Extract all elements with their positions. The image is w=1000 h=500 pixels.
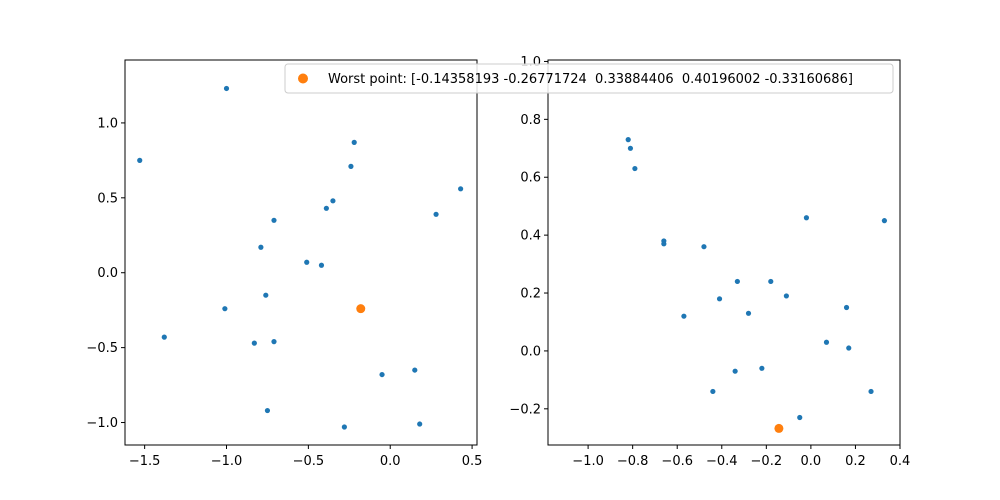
left-x-tick-label: −1.0 — [211, 454, 243, 469]
right-y-tick-label: −0.2 — [509, 402, 541, 417]
left-x-tick-label: 0.5 — [462, 454, 483, 469]
right-x-tick-label: −0.4 — [706, 454, 738, 469]
right-data-point — [625, 137, 631, 143]
left-data-point — [341, 424, 347, 430]
right-y-tick-label: 0.2 — [520, 287, 541, 302]
right-data-point — [732, 368, 738, 374]
right-data-point — [823, 339, 830, 345]
right-data-point — [797, 414, 803, 421]
right-data-point — [881, 218, 888, 224]
left-data-point — [137, 157, 143, 163]
legend-box — [284, 63, 894, 94]
left-data-point — [323, 205, 329, 211]
right-data-point — [803, 215, 810, 221]
right-data-point — [843, 304, 850, 311]
right-x-tick-label: −0.8 — [617, 454, 649, 469]
left-data-point — [379, 371, 385, 378]
right-y-tick-label: 0.6 — [520, 171, 541, 186]
left-data-point — [264, 407, 271, 414]
right-data-point — [846, 345, 852, 351]
right-x-axis: −1.0 −0.8 −0.6 −0.4 −0.2 0.0 0.2 0.4 — [572, 445, 910, 469]
right-y-axis: −0.20.00.20.40.60.81.0 — [509, 55, 548, 417]
left-data-point — [271, 339, 277, 345]
right-data-point — [701, 244, 707, 250]
left-data-point — [258, 244, 264, 250]
left-data-point — [330, 198, 336, 204]
right-x-tick-label: 0.4 — [890, 454, 911, 469]
left-data-point — [348, 163, 354, 169]
right-data-point — [632, 165, 638, 172]
left-worst-point — [356, 304, 366, 314]
right-data-point — [734, 278, 740, 285]
left-data-point — [222, 306, 228, 312]
right-data-point — [768, 278, 774, 285]
left-y-axis: −1.0 −0.5 0.0 0.5 1.0 — [86, 116, 125, 431]
legend-marker — [298, 73, 308, 84]
left-y-tick-label: 0.5 — [97, 191, 118, 206]
right-axes-frame — [547, 59, 901, 446]
left-data-point — [412, 367, 418, 373]
right-data-point — [661, 241, 667, 247]
left-data-point — [433, 211, 439, 217]
right-x-tick-label: −0.2 — [751, 454, 783, 469]
right-x-tick-label: 0.0 — [801, 454, 822, 469]
left-data-point — [318, 262, 325, 268]
right-worst-point — [774, 423, 784, 433]
left-data-point — [417, 421, 423, 427]
left-data-point — [458, 186, 464, 192]
right-data-point — [783, 293, 789, 299]
right-x-tick-label: −1.0 — [572, 454, 604, 469]
legend: Worst point: [-0.14358193 -0.26771724 0.… — [284, 63, 894, 94]
left-data-point — [251, 340, 257, 346]
legend-label: Worst point: [-0.14358193 -0.26771724 0.… — [328, 72, 853, 87]
left-axes-frame — [124, 59, 478, 446]
right-x-tick-label: 0.2 — [845, 454, 866, 469]
right-data-point — [627, 145, 634, 151]
left-y-tick-label: −0.5 — [86, 341, 118, 356]
left-x-tick-label: −1.5 — [129, 454, 161, 469]
left-y-tick-label: 1.0 — [97, 116, 118, 131]
left-x-axis: −1.5 −1.0 −0.5 0.0 0.5 — [129, 445, 483, 469]
left-data-point — [263, 292, 269, 298]
right-x-tick-label: −0.6 — [661, 454, 693, 469]
left-x-tick-label: 0.0 — [380, 454, 401, 469]
left-data-point — [271, 217, 277, 223]
right-data-point — [759, 365, 765, 371]
right-chart: −1.0 −0.8 −0.6 −0.4 −0.2 0.0 0.2 0.4 −0.2 0.0 0.2… — [509, 55, 910, 469]
left-chart: −1.5 −1.0 −0.5 0.0 0.5 −1.0 −0.5 0.0 0.5 1.0 — [86, 59, 483, 469]
right-y-tick-label: 0.4 — [520, 229, 541, 244]
left-data-point — [223, 85, 230, 92]
right-data-points — [625, 137, 888, 433]
left-y-tick-label: 0.0 — [97, 266, 118, 281]
right-y-tick-label: 0.0 — [520, 344, 541, 359]
right-data-point — [745, 310, 752, 316]
left-data-point — [304, 259, 310, 265]
left-y-tick-label: −1.0 — [86, 416, 118, 431]
left-data-point — [161, 334, 167, 340]
right-data-point — [868, 388, 874, 395]
left-data-point — [351, 139, 357, 145]
left-data-points — [137, 85, 464, 430]
right-data-point — [716, 296, 723, 302]
right-data-point — [681, 313, 687, 319]
right-y-tick-label: 0.8 — [520, 113, 541, 128]
right-data-point — [710, 388, 716, 395]
left-x-tick-label: −0.5 — [293, 454, 325, 469]
